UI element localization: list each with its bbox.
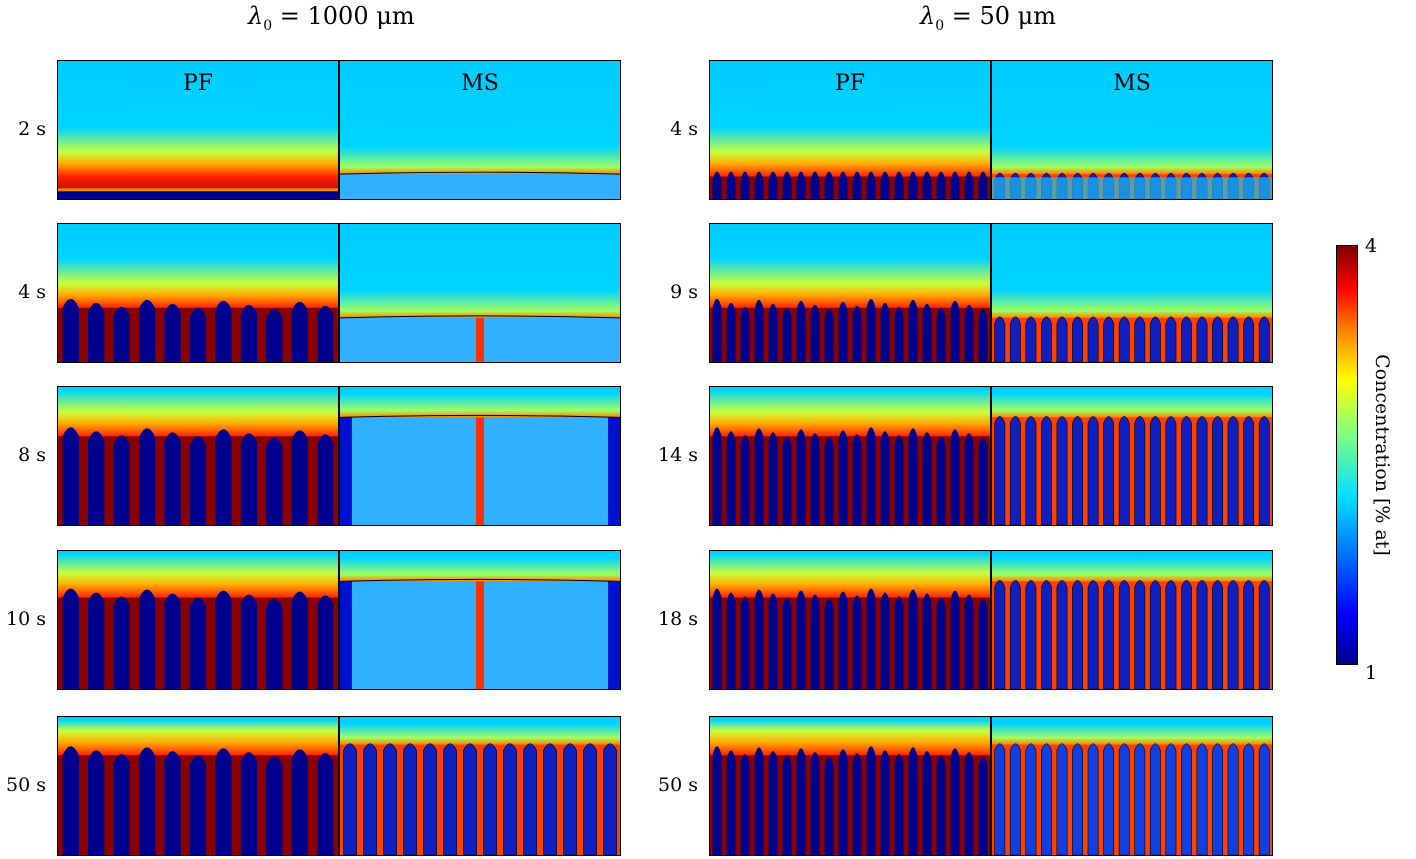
ms-panel-left-1 — [339, 223, 621, 363]
ms-panel-left-3 — [339, 550, 621, 690]
ms-panel-right-1 — [991, 223, 1273, 363]
pf-panel-left-3 — [57, 550, 339, 690]
time-label-right-1: 9 s — [670, 281, 698, 303]
time-label-left-0: 2 s — [18, 118, 46, 140]
colorbar-min-label: 1 — [1365, 662, 1378, 684]
column-title-left: λ0 = 1000 μm — [248, 2, 415, 34]
ms-panel-right-2 — [991, 386, 1273, 526]
colorbar-title: Concentration [% at] — [1371, 354, 1393, 556]
ms-panel-right-3 — [991, 550, 1273, 690]
ms-panel-left-0: MS — [339, 60, 621, 200]
time-label-left-2: 8 s — [18, 444, 46, 466]
pf-panel-right-0: PF — [709, 60, 991, 200]
pf-panel-left-2 — [57, 386, 339, 526]
time-label-left-3: 10 s — [6, 608, 46, 630]
time-label-right-0: 4 s — [670, 118, 698, 140]
pf-panel-left-0: PF — [57, 60, 339, 200]
ms-panel-right-4 — [991, 716, 1273, 856]
pf-panel-right-4 — [709, 716, 991, 856]
ms-panel-left-4 — [339, 716, 621, 856]
colorbar-max-label: 4 — [1365, 235, 1378, 257]
ms-panel-left-2 — [339, 386, 621, 526]
ms-panel-right-0: MS — [991, 60, 1273, 200]
pf-panel-right-1 — [709, 223, 991, 363]
time-label-right-4: 50 s — [658, 774, 698, 796]
time-label-left-1: 4 s — [18, 281, 46, 303]
colorbar — [1336, 245, 1358, 665]
time-label-right-2: 14 s — [658, 444, 698, 466]
time-label-right-3: 18 s — [658, 608, 698, 630]
time-label-left-4: 50 s — [6, 774, 46, 796]
pf-panel-left-4 — [57, 716, 339, 856]
pf-panel-left-1 — [57, 223, 339, 363]
column-title-right: λ0 = 50 μm — [920, 2, 1057, 34]
pf-panel-right-3 — [709, 550, 991, 690]
pf-panel-right-2 — [709, 386, 991, 526]
